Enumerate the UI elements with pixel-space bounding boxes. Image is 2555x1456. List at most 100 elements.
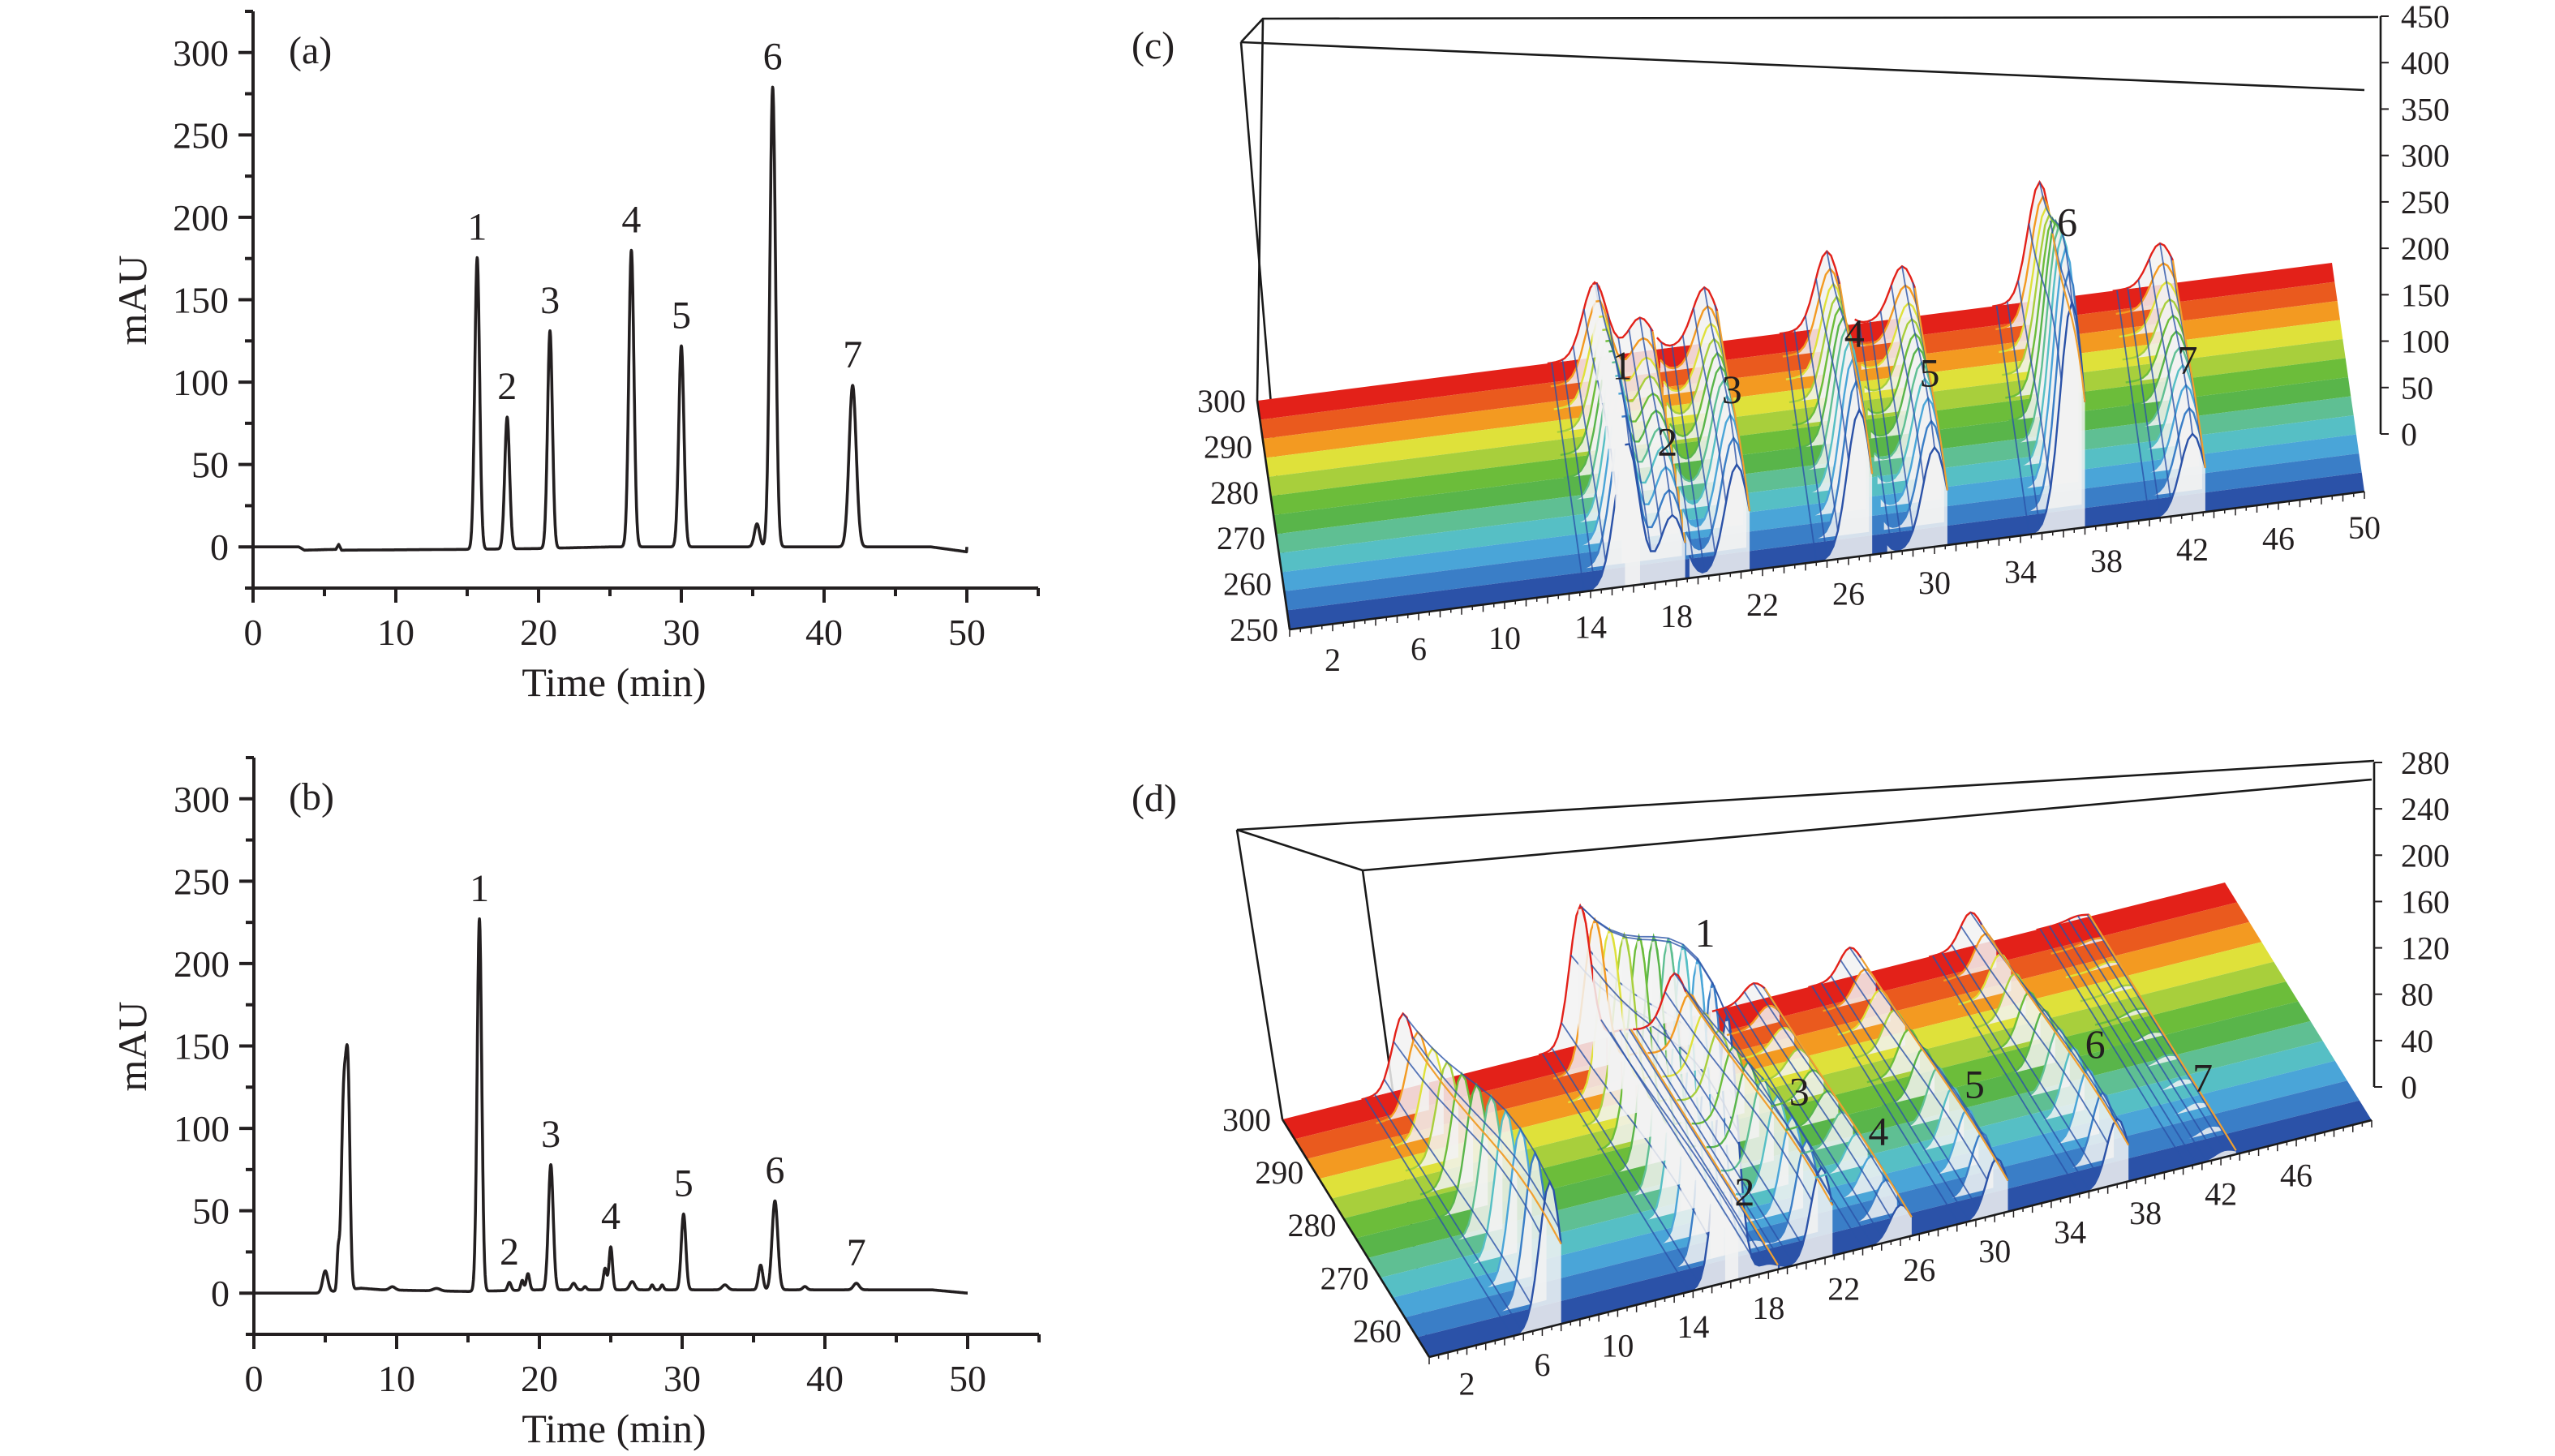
- peak-wall-fill: [1955, 1158, 2008, 1226]
- peak-mesh-ridge: [1969, 912, 2119, 1119]
- peak-mesh-ridge: [2058, 923, 2207, 1162]
- peak-mesh-line: [1678, 393, 1741, 505]
- z-tick-label: 240: [2401, 791, 2450, 827]
- peak-wall-fill: [2076, 1119, 2129, 1195]
- time-tick-label: 10: [1488, 620, 1521, 656]
- x-tick-label: 30: [663, 612, 700, 653]
- peak-mesh-line: [1925, 1107, 1980, 1179]
- peak-mesh-line: [2018, 244, 2080, 491]
- peak-wall-fill: [1750, 1116, 1804, 1222]
- peak-wall-fill: [1958, 954, 2012, 1005]
- peak-mesh-ridge: [1650, 327, 1684, 536]
- peak-mesh-line: [1883, 419, 1946, 528]
- peak-label-7: 7: [847, 1231, 866, 1274]
- wavelength-tick-label: 290: [1204, 428, 1252, 465]
- time-tick-label: 30: [1978, 1233, 2011, 1269]
- peak-wall-fill: [1662, 1012, 1716, 1079]
- peak-mesh-ridge: [1869, 320, 1904, 549]
- peak-mesh-line: [2125, 314, 2188, 384]
- y-tick-label: 250: [173, 114, 229, 156]
- panel-c-axes: 2 6 10 14 18 22 26 30 34 38 42 46 502502602702802903…: [1197, 0, 2450, 678]
- peak-label-2: 2: [1734, 1169, 1754, 1214]
- peak-mesh-line: [2094, 1007, 2149, 1026]
- peak-mesh-line: [1434, 1082, 1489, 1220]
- peak-wall-fill: [1691, 1046, 1745, 1127]
- peak-mesh-ridge: [1820, 982, 1969, 1221]
- box-back-vertical-edge: [1256, 18, 1265, 402]
- peak-mesh-line: [1879, 396, 1943, 505]
- x-tick-label: 50: [949, 1358, 986, 1399]
- peak-mesh-line: [2016, 1026, 2071, 1101]
- z-tick-label: 350: [2401, 91, 2450, 127]
- peak-mesh-line: [1973, 972, 2027, 1029]
- peak-mesh-ridge: [1645, 1026, 1794, 1264]
- peak-wall-fill: [1539, 905, 1592, 1055]
- peak-mesh-ridge: [2148, 258, 2183, 463]
- peak-label-2: 2: [497, 365, 517, 408]
- time-tick-label: 18: [1752, 1290, 1784, 1326]
- peak-edge-line: [1763, 987, 1913, 1218]
- time-tick-label: 6: [1534, 1346, 1550, 1383]
- peak-wall-fill: [1858, 1205, 1912, 1249]
- box-top-edge: [1240, 15, 2379, 43]
- peak-mesh-line: [1780, 1165, 1834, 1267]
- peak-mesh-line: [1792, 305, 1854, 427]
- peak-wall-fill: [1808, 947, 1862, 988]
- peak-wall-fill: [1973, 973, 2026, 1029]
- z-tick-label: 280: [2401, 745, 2450, 781]
- z-tick-label: 150: [2401, 277, 2450, 313]
- peak-wall-fill: [1926, 1108, 1979, 1178]
- peak-mesh-ridge: [2076, 915, 2226, 1151]
- peak-edge-line: [1981, 924, 2130, 1146]
- time-tick-label: 46: [2280, 1157, 2312, 1193]
- peak-wall-fill: [1756, 1049, 1810, 1083]
- peak-wall-fill: [2002, 1009, 2055, 1076]
- peak-mesh-line: [2112, 242, 2174, 292]
- peak-mesh-ridge: [2038, 182, 2073, 303]
- peak-mesh-line: [1726, 1004, 1780, 1037]
- peak-mesh-ridge: [1660, 341, 1695, 565]
- peak-wall-fill: [1479, 1128, 1532, 1290]
- peak-mesh-ridge: [1607, 313, 1641, 504]
- peak-wall-fill: [1625, 444, 1685, 586]
- peak-mesh-line: [2050, 937, 2104, 955]
- peak-wall-fill: [1929, 912, 1982, 957]
- panel-a-y-axis-title: mAU: [110, 255, 155, 345]
- wavelength-axis-line: [1256, 400, 1291, 630]
- peak-mesh-line: [1405, 1059, 1460, 1172]
- peak-mesh-line: [1755, 1048, 1810, 1084]
- peak-label-1: 1: [1612, 342, 1633, 388]
- peak-mesh-ridge: [1830, 975, 1979, 1209]
- time-tick-label: 50: [2348, 509, 2381, 546]
- peak-mesh-line: [2138, 1077, 2192, 1097]
- peak-wall-fill: [1829, 1156, 1883, 1202]
- wavelength-tick-label: 300: [1222, 1102, 1271, 1138]
- peak-wall-fill: [2016, 1028, 2070, 1100]
- peak-mesh-line: [1886, 445, 1949, 552]
- box-front-top-edge: [1240, 41, 2365, 92]
- peak-edge-line: [2051, 233, 2086, 402]
- peak-mesh-line: [2021, 267, 2083, 513]
- peak-mesh-ridge: [2116, 290, 2150, 520]
- x-tick-label: 30: [663, 1358, 701, 1399]
- peak-wall-fill: [1771, 1070, 1824, 1106]
- y-tick-label: 300: [173, 32, 229, 74]
- peak-mesh-ridge: [1636, 1029, 1784, 1266]
- peak-label-1: 1: [470, 867, 489, 910]
- peak-mesh-line: [1785, 1089, 1840, 1132]
- peak-mesh-line: [1779, 249, 1841, 335]
- peak-wall-fill: [1633, 973, 1686, 1032]
- peak-mesh-ridge: [1374, 1093, 1522, 1331]
- peak-mesh-ridge: [1364, 1097, 1514, 1337]
- wavelength-axis-line: [1281, 1119, 1431, 1358]
- z-tick-label: 40: [2401, 1023, 2433, 1059]
- peak-mesh-line: [1665, 337, 1728, 415]
- peak-mesh-ridge: [1551, 363, 1585, 592]
- time-tick-label: 26: [1903, 1252, 1935, 1288]
- peak-wall-fill: [1823, 969, 1876, 1011]
- z-tick-label: 200: [2401, 837, 2450, 874]
- peak-mesh-line: [1788, 294, 1851, 404]
- peak-label-3: 3: [540, 279, 560, 322]
